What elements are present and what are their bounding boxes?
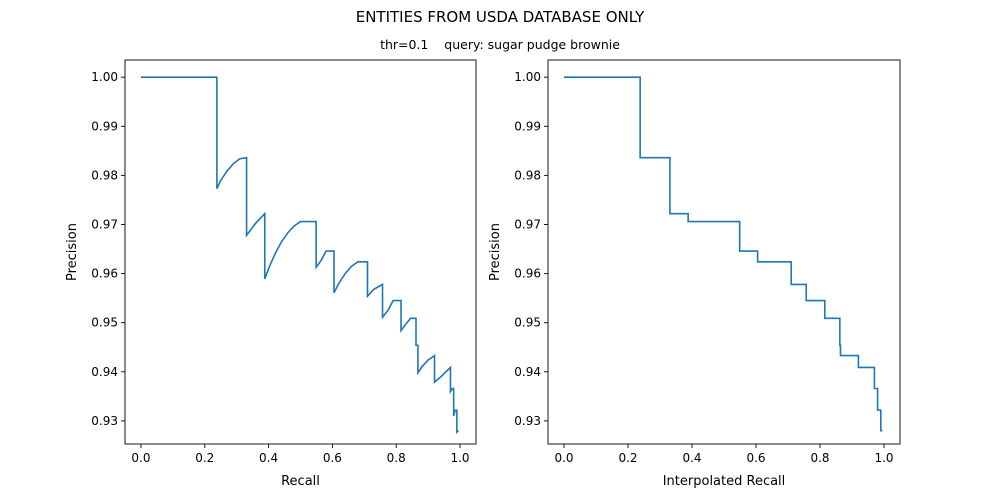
x-tick-label: 0.6 [746,451,765,465]
y-axis-label: Precision [488,223,503,281]
x-tick-label: 1.0 [450,451,469,465]
x-tick-label: 0.4 [259,451,278,465]
x-tick-label: 0.8 [810,451,829,465]
y-tick-label: 0.94 [514,365,541,379]
y-tick-label: 0.96 [514,267,541,281]
x-tick-label: 0.0 [131,451,150,465]
x-tick-label: 1.0 [874,451,893,465]
y-tick-label: 0.99 [514,119,541,133]
axes-frame [547,59,901,445]
y-tick-label: 0.93 [91,414,118,428]
y-axis-label: Precision [65,223,80,281]
x-axis-label: Interpolated Recall [663,474,786,489]
series-line [564,76,883,432]
y-tick-label: 0.95 [91,316,118,330]
x-tick-label: 0.0 [554,451,573,465]
y-tick-label: 0.99 [91,119,118,133]
series-line [140,76,459,435]
y-tick-label: 0.98 [91,168,118,182]
x-tick-label: 0.2 [618,451,637,465]
figure-title: ENTITIES FROM USDA DATABASE ONLY [355,8,645,26]
y-tick-label: 1.00 [514,70,541,84]
axes-frame [124,59,477,445]
y-tick-label: 1.00 [91,70,118,84]
x-tick-label: 0.8 [387,451,406,465]
figure-subtitle: thr=0.1 query: sugar pudge brownie [380,37,620,52]
y-tick-label: 0.95 [514,316,541,330]
x-tick-label: 0.2 [195,451,214,465]
y-tick-label: 0.97 [91,218,118,232]
y-tick-label: 0.97 [514,218,541,232]
y-tick-label: 0.96 [91,267,118,281]
y-tick-label: 0.93 [514,414,541,428]
y-tick-label: 0.98 [514,168,541,182]
chart-panel-2: 0.0 0.2 0.4 0.6 0.8 1.0 0.93 0.94 0.95 0.96 0.97 0.… [488,59,901,489]
chart-panel-1: 0.0 0.2 0.4 0.6 0.8 1.0 0.93 0.94 0.95 0.96 0.97 0.… [65,59,477,489]
x-tick-label: 0.4 [682,451,701,465]
x-tick-label: 0.6 [323,451,342,465]
x-axis-label: Recall [281,474,320,489]
y-tick-label: 0.94 [91,365,118,379]
